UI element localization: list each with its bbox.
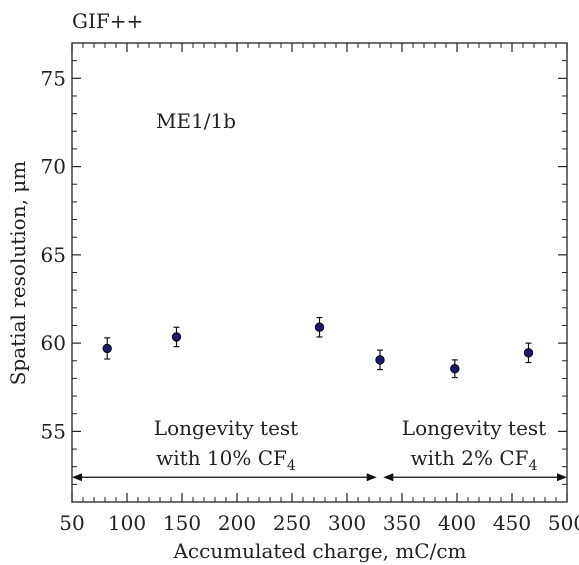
data-point (171, 332, 182, 342)
y-tick-label: 55 (41, 419, 66, 443)
x-tick-label: 450 (493, 511, 531, 535)
arrow-head-left (383, 473, 394, 482)
arrow-head-right (557, 473, 567, 482)
arrow-head-right (366, 473, 377, 482)
x-tick-label: 200 (218, 511, 256, 535)
y-tick-label: 70 (41, 155, 66, 179)
chamber-label: ME1/1b (156, 109, 236, 133)
x-tick-label: 300 (328, 511, 366, 535)
corner-label: GIF++ (72, 9, 143, 33)
y-tick-label: 75 (41, 66, 66, 90)
arrow-head-left (72, 473, 82, 482)
data-point (523, 348, 534, 358)
data-point (450, 364, 460, 374)
x-tick-label: 50 (59, 511, 84, 535)
x-tick-label: 100 (108, 511, 146, 535)
x-tick-label: 150 (163, 511, 201, 535)
y-axis-label: Spatial resolution, μm (6, 161, 30, 386)
data-point (102, 343, 112, 354)
test1-line2: with 10% CF4 (156, 446, 296, 474)
x-tick-label: 400 (438, 511, 476, 535)
test2-line2: with 2% CF4 (411, 446, 538, 474)
test2-line1: Longevity test (402, 416, 546, 440)
data-point (375, 355, 385, 365)
data-points (102, 316, 534, 379)
x-tick-label: 250 (273, 511, 311, 535)
y-axis: 55 60 65 70 75 (41, 42, 567, 503)
data-point (314, 322, 325, 332)
x-axis-label: Accumulated charge, mC/cm (172, 539, 466, 563)
test-range-arrows (72, 473, 567, 482)
y-tick-label: 65 (41, 243, 66, 267)
x-tick-label: 350 (383, 511, 421, 535)
x-axis: 50 100 150 200 250 300 350 400 450 500 (59, 43, 579, 535)
y-tick-label: 60 (41, 331, 66, 355)
x-tick-label: 500 (548, 511, 579, 535)
test1-line1: Longevity test (154, 416, 298, 440)
